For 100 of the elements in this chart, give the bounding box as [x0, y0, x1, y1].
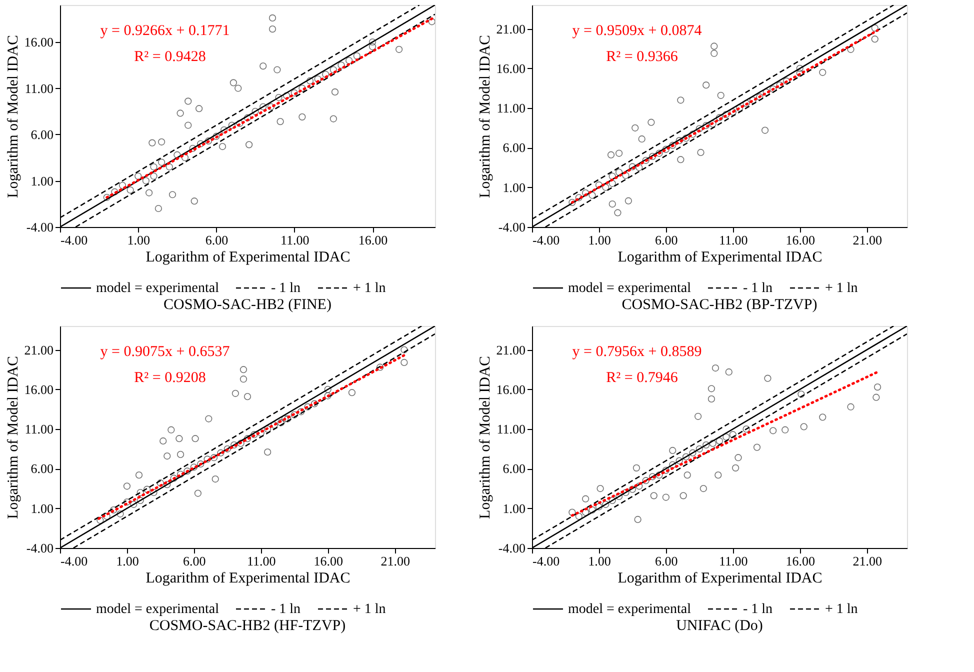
point — [240, 376, 248, 383]
y-tick-label: 6.00 — [502, 461, 526, 476]
point — [708, 395, 716, 402]
x-tick-label: -4.00 — [60, 554, 88, 568]
y-axis-title: Logarithm of Model IDAC — [5, 356, 22, 519]
point — [595, 181, 603, 189]
point — [602, 184, 610, 191]
y-tick-label: 6.00 — [30, 127, 54, 142]
x-tick-label: 6.00 — [655, 554, 678, 568]
y-tick-label: 1.00 — [502, 180, 526, 195]
point — [798, 390, 805, 398]
point — [212, 475, 219, 483]
legend-label: + 1 ln — [825, 281, 858, 296]
point — [150, 488, 158, 496]
point — [710, 50, 718, 57]
y-tick-label: 16.00 — [24, 382, 54, 397]
point — [684, 472, 691, 479]
point — [174, 151, 181, 158]
y-axis-title: Logarithm of Model IDAC — [477, 356, 494, 519]
point — [638, 135, 646, 143]
x-tick-label: 1.00 — [588, 554, 611, 568]
point — [160, 437, 167, 445]
point — [677, 96, 684, 104]
point — [314, 75, 322, 83]
point — [782, 426, 789, 434]
point — [662, 466, 670, 474]
point — [669, 446, 676, 454]
point — [204, 137, 212, 145]
point — [176, 435, 183, 442]
x-tick-label: 11.00 — [719, 554, 748, 568]
x-axis-title: Logarithm of Experimental IDAC — [618, 570, 822, 586]
point — [111, 188, 118, 196]
point — [662, 494, 670, 501]
point — [689, 130, 696, 138]
text: COSMO-SAC-HB2 (FINE) — [164, 297, 332, 313]
point — [648, 118, 655, 126]
point — [250, 431, 258, 438]
point — [156, 479, 164, 487]
point — [568, 508, 576, 516]
point — [130, 500, 138, 508]
point — [694, 412, 702, 420]
point — [136, 488, 144, 496]
point — [298, 113, 306, 120]
point — [346, 56, 353, 64]
point — [428, 18, 435, 26]
point — [819, 414, 826, 421]
point — [277, 419, 285, 426]
legend-label: model = experimental — [568, 602, 692, 617]
point — [669, 461, 676, 468]
point — [708, 385, 716, 392]
point — [298, 408, 305, 416]
point — [582, 189, 590, 196]
x-tick-label: 6.00 — [205, 232, 228, 248]
point — [118, 182, 126, 189]
point — [190, 464, 198, 471]
point — [123, 482, 131, 490]
point — [872, 394, 880, 401]
point — [283, 92, 290, 100]
point — [136, 496, 144, 504]
y-axis-title: Logarithm of Model IDAC — [477, 35, 494, 198]
point — [582, 495, 590, 502]
point — [184, 122, 192, 129]
legend-label: - 1 ln — [271, 281, 301, 296]
point — [116, 510, 124, 518]
x-axis-title: Logarithm of Experimental IDAC — [618, 250, 822, 266]
x-axis-title: Logarithm of Experimental IDAC — [146, 570, 350, 586]
legend-label: + 1 ln — [825, 602, 858, 617]
point — [582, 508, 590, 516]
point — [595, 503, 603, 510]
point — [264, 448, 272, 456]
x-tick-label: 11.00 — [719, 232, 748, 248]
point — [290, 89, 298, 96]
point — [268, 14, 276, 22]
point — [228, 122, 236, 129]
point — [729, 108, 736, 116]
point — [624, 197, 632, 204]
point — [689, 449, 696, 456]
legend-label: model = experimental — [568, 281, 692, 296]
point — [614, 209, 622, 216]
point — [267, 103, 274, 110]
legend-label: - 1 ln — [743, 602, 773, 617]
x-tick-label: 6.00 — [183, 554, 206, 568]
point — [204, 456, 211, 463]
point — [110, 506, 118, 514]
point — [240, 366, 248, 374]
point — [224, 445, 231, 452]
point — [588, 506, 596, 514]
annotation: R² = 0.9208 — [134, 370, 206, 386]
point — [166, 163, 173, 170]
point — [714, 472, 722, 479]
point — [871, 24, 878, 32]
point — [615, 150, 623, 157]
point — [608, 200, 616, 208]
point — [146, 189, 153, 196]
point — [656, 472, 663, 479]
point — [252, 108, 259, 115]
point — [770, 85, 777, 93]
point — [230, 79, 237, 86]
legend-label: - 1 ln — [271, 602, 301, 617]
point — [276, 118, 284, 126]
